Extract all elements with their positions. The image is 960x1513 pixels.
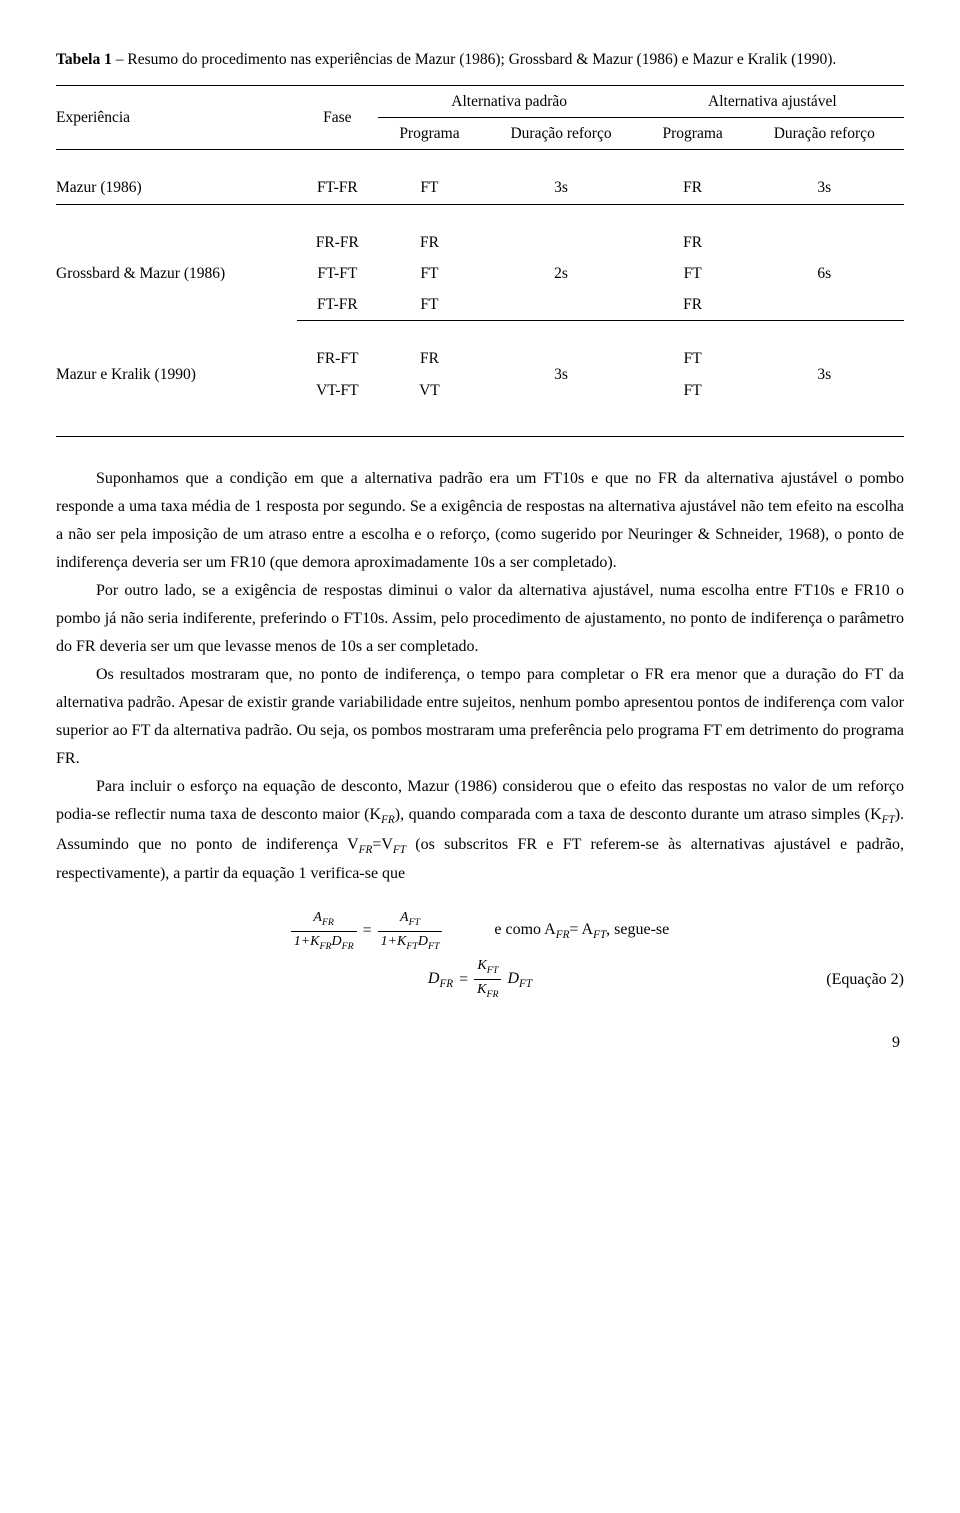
cell-exp: Grossbard & Mazur (1986) (56, 227, 297, 321)
cell-fase: FR-FR (297, 227, 377, 258)
cell-fase: FR-FT (297, 343, 377, 374)
cell-d2 (745, 227, 904, 258)
cell-d1: 3s (481, 343, 640, 406)
cell-d2: 3s (745, 343, 904, 406)
table-caption-label: Tabela 1 (56, 51, 112, 68)
cell-fase: VT-FT (297, 375, 377, 406)
cell-p1: FR (378, 343, 482, 374)
page-number: 9 (56, 1031, 904, 1055)
paragraph-3: Os resultados mostraram que, no ponto de… (56, 661, 904, 773)
cell-exp: Mazur e Kralik (1990) (56, 343, 297, 406)
table-caption-text: – Resumo do procedimento nas experiência… (112, 51, 836, 68)
equation-label: (Equação 2) (826, 968, 904, 992)
cell-d1: 2s (481, 258, 640, 289)
cell-p2: FR (641, 289, 745, 321)
paragraph-2: Por outro lado, se a exigência de respos… (56, 577, 904, 661)
cell-p2: FR (641, 227, 745, 258)
cell-d2: 3s (745, 172, 904, 204)
cell-p1: FT (378, 172, 482, 204)
cell-exp: Mazur (1986) (56, 172, 297, 204)
cell-d1 (481, 289, 640, 321)
equation-side-text: e como AFR= AFT, segue-se (494, 918, 669, 944)
cell-p1: VT (378, 375, 482, 406)
col-experiencia: Experiência (56, 85, 297, 150)
cell-p1: FT (378, 258, 482, 289)
cell-p1: FT (378, 289, 482, 321)
procedure-table: Experiência Fase Alternativa padrão Alte… (56, 85, 904, 437)
col-fase: Fase (297, 85, 377, 150)
sub-programa-2: Programa (641, 118, 745, 150)
table-row: Mazur e Kralik (1990) FR-FT FR 3s FT 3s (56, 343, 904, 374)
cell-d2 (745, 289, 904, 321)
cell-d1: 3s (481, 172, 640, 204)
sub-duracao-2: Duração reforço (745, 118, 904, 150)
equation-frac-right: AFT 1+KFTDFT (378, 910, 443, 952)
paragraph-1: Suponhamos que a condição em que a alter… (56, 465, 904, 577)
col-alt-ajustavel: Alternativa ajustável (641, 85, 904, 117)
table-row: Mazur (1986) FT-FR FT 3s FR 3s (56, 172, 904, 204)
cell-d1 (481, 227, 640, 258)
equation-1: AFR 1+KFRDFR = AFT 1+KFTDFT e como AFR= … (56, 910, 904, 952)
table-row: Grossbard & Mazur (1986) FR-FR FR FR (56, 227, 904, 258)
cell-fase: FT-FR (297, 289, 377, 321)
cell-p2: FT (641, 375, 745, 406)
equation-2: DFR = KFT KFR DFT (Equação 2) (56, 958, 904, 1000)
equation-frac-ratio: KFT KFR (474, 958, 501, 1000)
cell-fase: FT-FT (297, 258, 377, 289)
cell-fase: FT-FR (297, 172, 377, 204)
cell-p2: FT (641, 343, 745, 374)
cell-p2: FR (641, 172, 745, 204)
cell-d2: 6s (745, 258, 904, 289)
col-alt-padrao: Alternativa padrão (378, 85, 641, 117)
cell-p2: FT (641, 258, 745, 289)
sub-programa-1: Programa (378, 118, 482, 150)
paragraph-4: Para incluir o esforço na equação de des… (56, 773, 904, 889)
equation-frac-left: AFR 1+KFRDFR (291, 910, 357, 952)
table-caption: Tabela 1 – Resumo do procedimento nas ex… (56, 48, 904, 73)
sub-duracao-1: Duração reforço (481, 118, 640, 150)
cell-p1: FR (378, 227, 482, 258)
